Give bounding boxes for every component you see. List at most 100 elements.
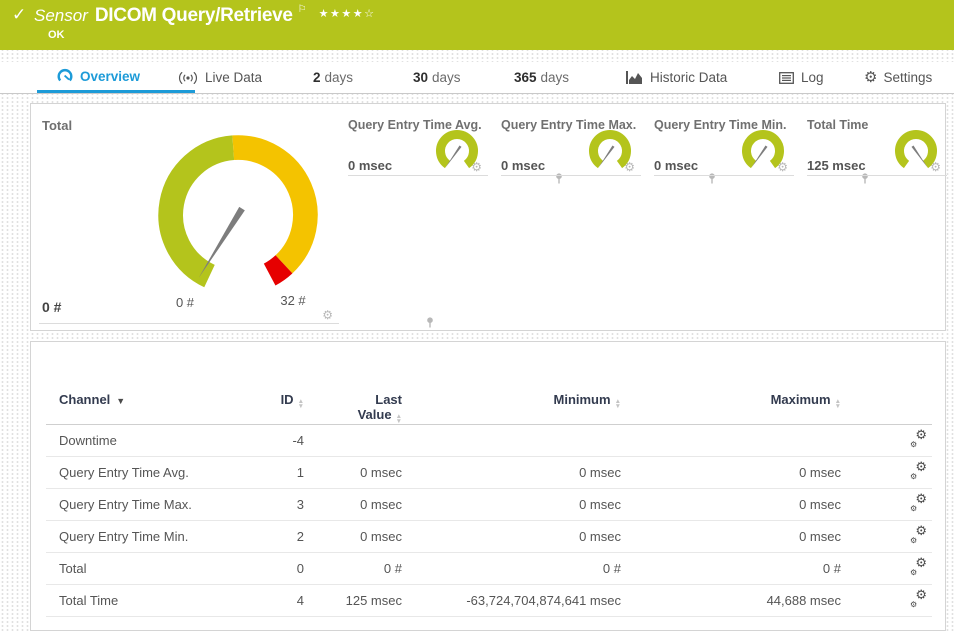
channel-settings-gears-icon[interactable]: ⚙ ⚙ bbox=[910, 586, 927, 609]
widget-settings-gear-icon[interactable]: ⚙ bbox=[624, 160, 635, 174]
channel-name: Query Entry Time Avg. bbox=[46, 456, 196, 489]
last-value: 0 # bbox=[304, 552, 402, 585]
gauge-needle bbox=[198, 206, 245, 278]
sensor-header: ✓ Sensor DICOM Query/Retrieve ⚐ ★★★★☆ OK bbox=[0, 0, 954, 50]
area-chart-icon bbox=[626, 71, 643, 84]
sensor-title: DICOM Query/Retrieve bbox=[94, 5, 293, 26]
gauge-title: Query Entry Time Avg. bbox=[348, 118, 482, 132]
total-gauge-chart bbox=[158, 135, 318, 288]
gauge-icon bbox=[57, 68, 73, 84]
sort-icons: ▲ ▼ bbox=[395, 413, 402, 425]
tab-30-days[interactable]: 30 days bbox=[413, 62, 461, 93]
gauge-needle bbox=[751, 145, 768, 168]
tab-number: 2 bbox=[313, 70, 321, 85]
maximum-value bbox=[621, 424, 841, 457]
gauge-value: 0 msec bbox=[654, 158, 699, 173]
sort-desc-icon: ▼ bbox=[116, 396, 126, 406]
star-empty[interactable]: ☆ bbox=[364, 8, 376, 20]
small-gauge-chart bbox=[589, 130, 631, 169]
channel-name: Total bbox=[46, 552, 196, 585]
minimum-value: -63,724,704,874,641 msec bbox=[402, 584, 621, 617]
tab-label: Live Data bbox=[205, 70, 263, 85]
sensor-status-badge: OK bbox=[48, 29, 65, 41]
minimum-value: 0 msec bbox=[402, 456, 621, 489]
maximum-value: 0 msec bbox=[621, 520, 841, 553]
sort-icons: ▲ ▼ bbox=[834, 398, 841, 410]
tab-overview[interactable]: Overview bbox=[37, 62, 195, 93]
column-header-actions bbox=[841, 386, 932, 425]
gear-icon: ⚙ bbox=[864, 69, 878, 86]
table-row: Query Entry Time Max. 3 0 msec 0 msec 0 … bbox=[46, 488, 932, 521]
tab-label: days bbox=[324, 70, 354, 85]
gauge-needle bbox=[445, 145, 462, 168]
small-gauge-chart bbox=[742, 130, 784, 169]
tab-label: Historic Data bbox=[650, 70, 728, 85]
channel-name: Query Entry Time Max. bbox=[46, 488, 196, 521]
pin-icon[interactable] bbox=[708, 173, 716, 184]
gauge-value: 0 msec bbox=[348, 158, 393, 173]
tab-label: Settings bbox=[883, 70, 933, 85]
gauge-current-value: 0 # bbox=[42, 299, 62, 315]
channels-table: Channel ▼ ID ▲ ▼ Last Value ▲ ▼ Minimum ▲ ▼ Maxi… bbox=[46, 386, 932, 617]
maximum-value: 0 # bbox=[621, 552, 841, 585]
priority-stars[interactable]: ★★★★☆ bbox=[319, 8, 376, 20]
last-value bbox=[304, 424, 402, 457]
tab-365-days[interactable]: 365 days bbox=[514, 62, 569, 93]
channel-settings-gears-icon[interactable]: ⚙ ⚙ bbox=[910, 426, 927, 449]
tab-historic-data[interactable]: Historic Data bbox=[626, 62, 727, 93]
table-row: Query Entry Time Avg. 1 0 msec 0 msec 0 … bbox=[46, 456, 932, 489]
gauge-widget-query-entry-time-min: Query Entry Time Min. 0 msec ⚙ bbox=[654, 114, 869, 184]
status-ok-check-icon: ✓ bbox=[12, 5, 27, 24]
log-list-icon bbox=[779, 71, 794, 84]
gauge-title: Total bbox=[42, 118, 73, 133]
gauge-title: Query Entry Time Max. bbox=[501, 118, 637, 132]
widget-settings-gear-icon[interactable]: ⚙ bbox=[322, 308, 333, 322]
last-value: 0 msec bbox=[304, 456, 402, 489]
channel-settings-gears-icon[interactable]: ⚙ ⚙ bbox=[910, 458, 927, 481]
widget-settings-gear-icon[interactable]: ⚙ bbox=[471, 160, 482, 174]
broadcast-icon bbox=[178, 71, 198, 85]
column-header-maximum[interactable]: Maximum ▲ ▼ bbox=[621, 386, 841, 425]
object-kind-label: Sensor bbox=[34, 6, 88, 25]
pin-icon[interactable] bbox=[555, 173, 563, 184]
stars-filled[interactable]: ★★★★ bbox=[318, 8, 365, 20]
tab-settings[interactable]: ⚙ Settings bbox=[864, 62, 932, 93]
channels-table-panel: Channel ▼ ID ▲ ▼ Last Value ▲ ▼ Minimum ▲ ▼ Maxi… bbox=[30, 341, 946, 631]
tab-label: Log bbox=[801, 70, 824, 85]
channel-id: 3 bbox=[196, 488, 304, 521]
tab-number: 30 bbox=[413, 70, 429, 85]
table-row: Query Entry Time Min. 2 0 msec 0 msec 0 … bbox=[46, 520, 932, 553]
gauge-needle bbox=[598, 145, 615, 168]
column-header-id[interactable]: ID ▲ ▼ bbox=[196, 386, 304, 425]
tab-log[interactable]: Log bbox=[779, 62, 824, 93]
channel-settings-gears-icon[interactable]: ⚙ ⚙ bbox=[910, 490, 927, 513]
table-row: Total Time 4 125 msec -63,724,704,874,64… bbox=[46, 584, 932, 617]
sort-icons: ▲ ▼ bbox=[614, 398, 621, 410]
column-header-minimum[interactable]: Minimum ▲ ▼ bbox=[402, 386, 621, 425]
pin-icon[interactable] bbox=[426, 317, 434, 328]
table-row: Downtime -4 ⚙ ⚙ bbox=[46, 424, 932, 457]
column-header-last-value[interactable]: Last Value ▲ ▼ bbox=[304, 386, 402, 425]
tab-number: 365 bbox=[514, 70, 537, 85]
column-header-channel[interactable]: Channel ▼ bbox=[46, 386, 196, 425]
gauge-title: Query Entry Time Min. bbox=[654, 118, 787, 132]
tab-2-days[interactable]: 2 days bbox=[313, 62, 353, 93]
channel-settings-gears-icon[interactable]: ⚙ ⚙ bbox=[910, 522, 927, 545]
maximum-value: 0 msec bbox=[621, 488, 841, 521]
tab-live-data[interactable]: Live Data bbox=[178, 62, 262, 93]
pin-icon[interactable] bbox=[861, 173, 869, 184]
gauge-widget-total-time: Total Time 125 msec ⚙ bbox=[807, 114, 947, 176]
flag-icon[interactable]: ⚐ bbox=[297, 4, 307, 15]
widget-settings-gear-icon[interactable]: ⚙ bbox=[930, 160, 941, 174]
minimum-value bbox=[402, 424, 621, 457]
small-gauge-chart bbox=[895, 130, 937, 169]
table-row: Total 0 0 # 0 # 0 # ⚙ ⚙ bbox=[46, 552, 932, 585]
tab-bar: Overview Live Data 2 days 30 days 365 da… bbox=[0, 62, 954, 94]
channel-settings-gears-icon[interactable]: ⚙ ⚙ bbox=[910, 554, 927, 577]
widget-settings-gear-icon[interactable]: ⚙ bbox=[777, 160, 788, 174]
channel-id: 1 bbox=[196, 456, 304, 489]
maximum-value: 44,688 msec bbox=[621, 584, 841, 617]
last-value: 125 msec bbox=[304, 584, 402, 617]
gauge-title: Total Time bbox=[807, 118, 869, 132]
channel-id: -4 bbox=[196, 424, 304, 457]
